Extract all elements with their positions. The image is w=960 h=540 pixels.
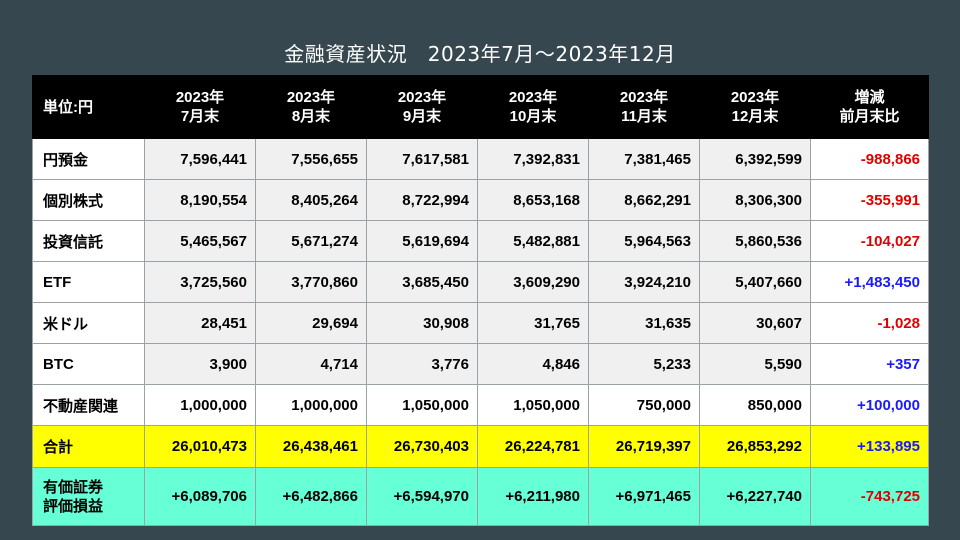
value-cell: 8,190,554 xyxy=(144,179,256,221)
value-cell: +6,211,980 xyxy=(477,467,589,526)
column-header-aug: 2023年 8月末 xyxy=(255,75,367,139)
value-cell: 26,719,397 xyxy=(588,425,700,468)
delta-cell: -988,866 xyxy=(810,138,929,180)
row-label: 有価証券 評価損益 xyxy=(32,467,145,526)
value-cell: +6,594,970 xyxy=(366,467,478,526)
row-label: BTC xyxy=(32,343,145,385)
row-label: 米ドル xyxy=(32,302,145,344)
delta-cell: +133,895 xyxy=(810,425,929,468)
value-cell: 7,617,581 xyxy=(366,138,478,180)
row-label: ETF xyxy=(32,261,145,303)
row-label: 合計 xyxy=(32,425,145,468)
delta-cell: +1,483,450 xyxy=(810,261,929,303)
value-cell: 8,653,168 xyxy=(477,179,589,221)
delta-cell: +100,000 xyxy=(810,384,929,426)
value-cell: 3,924,210 xyxy=(588,261,700,303)
total-row: 合計 26,010,473 26,438,461 26,730,403 26,224,7… xyxy=(32,425,929,468)
value-cell: 3,609,290 xyxy=(477,261,589,303)
value-cell: 26,438,461 xyxy=(255,425,367,468)
value-cell: 3,900 xyxy=(144,343,256,385)
column-header-nov: 2023年 11月末 xyxy=(588,75,700,139)
table-row: 米ドル 28,451 29,694 30,908 31,765 31,635 30,607-… xyxy=(32,302,929,344)
value-cell: 750,000 xyxy=(588,384,700,426)
column-header-jul: 2023年 7月末 xyxy=(144,75,256,139)
value-cell: 1,000,000 xyxy=(144,384,256,426)
delta-cell: -743,725 xyxy=(810,467,929,526)
header-row: 単位:円 2023年 7月末 2023年 8月末 2023年 9月末 2023年 10月… xyxy=(32,75,929,139)
value-cell: 4,846 xyxy=(477,343,589,385)
row-label: 円預金 xyxy=(32,138,145,180)
row-label: 個別株式 xyxy=(32,179,145,221)
value-cell: 6,392,599 xyxy=(699,138,811,180)
value-cell: 28,451 xyxy=(144,302,256,344)
table-row: 円預金 7,596,441 7,556,655 7,617,581 7,392,831 7… xyxy=(32,138,929,180)
column-header-dec: 2023年 12月末 xyxy=(699,75,811,139)
delta-cell: +357 xyxy=(810,343,929,385)
value-cell: +6,482,866 xyxy=(255,467,367,526)
value-cell: 26,853,292 xyxy=(699,425,811,468)
delta-cell: -1,028 xyxy=(810,302,929,344)
value-cell: +6,971,465 xyxy=(588,467,700,526)
table-row: 個別株式 8,190,554 8,405,264 8,722,994 8,653,168… xyxy=(32,179,929,221)
value-cell: 8,306,300 xyxy=(699,179,811,221)
value-cell: 4,714 xyxy=(255,343,367,385)
page-title: 金融資産状況 2023年7月～2023年12月 xyxy=(284,42,676,66)
value-cell: 7,556,655 xyxy=(255,138,367,180)
table-row: ETF 3,725,560 3,770,860 3,685,450 3,609,290 3… xyxy=(32,261,929,303)
value-cell: 30,607 xyxy=(699,302,811,344)
value-cell: 7,392,831 xyxy=(477,138,589,180)
value-cell: 8,662,291 xyxy=(588,179,700,221)
valuation-gain-row: 有価証券 評価損益 +6,089,706 +6,482,866 +6,594,970 +6… xyxy=(32,467,929,526)
value-cell: 26,010,473 xyxy=(144,425,256,468)
value-cell: 3,725,560 xyxy=(144,261,256,303)
value-cell: 5,619,694 xyxy=(366,220,478,262)
delta-cell: -355,991 xyxy=(810,179,929,221)
row-label: 不動産関連 xyxy=(32,384,145,426)
value-cell: 8,405,264 xyxy=(255,179,367,221)
value-cell: 3,770,860 xyxy=(255,261,367,303)
value-cell: 1,050,000 xyxy=(366,384,478,426)
value-cell: +6,227,740 xyxy=(699,467,811,526)
value-cell: 30,908 xyxy=(366,302,478,344)
value-cell: 3,685,450 xyxy=(366,261,478,303)
value-cell: 29,694 xyxy=(255,302,367,344)
value-cell: 26,730,403 xyxy=(366,425,478,468)
row-label: 投資信託 xyxy=(32,220,145,262)
value-cell: 5,233 xyxy=(588,343,700,385)
value-cell: 8,722,994 xyxy=(366,179,478,221)
column-header-sep: 2023年 9月末 xyxy=(366,75,478,139)
value-cell: 5,860,536 xyxy=(699,220,811,262)
value-cell: 5,465,567 xyxy=(144,220,256,262)
value-cell: 5,590 xyxy=(699,343,811,385)
table-row: 投資信託 5,465,567 5,671,274 5,619,694 5,482,881… xyxy=(32,220,929,262)
value-cell: 5,964,563 xyxy=(588,220,700,262)
value-cell: 31,635 xyxy=(588,302,700,344)
unit-label: 単位:円 xyxy=(32,75,145,139)
value-cell: 1,000,000 xyxy=(255,384,367,426)
table-row: 不動産関連 1,000,000 1,000,000 1,050,000 1,050,00… xyxy=(32,384,929,426)
value-cell: 5,407,660 xyxy=(699,261,811,303)
table-row: BTC 3,900 4,714 3,776 4,846 5,233 5,590 +357 xyxy=(32,343,929,385)
asset-table: 単位:円 2023年 7月末 2023年 8月末 2023年 9月末 2023年 10月… xyxy=(32,75,929,526)
value-cell: 850,000 xyxy=(699,384,811,426)
value-cell: 5,482,881 xyxy=(477,220,589,262)
value-cell: 31,765 xyxy=(477,302,589,344)
value-cell: 26,224,781 xyxy=(477,425,589,468)
column-header-oct: 2023年 10月末 xyxy=(477,75,589,139)
value-cell: 7,381,465 xyxy=(588,138,700,180)
value-cell: 5,671,274 xyxy=(255,220,367,262)
value-cell: 7,596,441 xyxy=(144,138,256,180)
value-cell: +6,089,706 xyxy=(144,467,256,526)
value-cell: 1,050,000 xyxy=(477,384,589,426)
column-header-delta: 増減 前月末比 xyxy=(810,75,929,139)
value-cell: 3,776 xyxy=(366,343,478,385)
delta-cell: -104,027 xyxy=(810,220,929,262)
